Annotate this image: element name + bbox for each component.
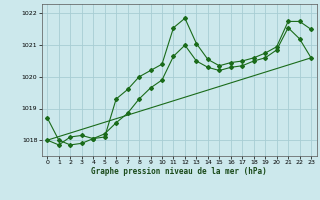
X-axis label: Graphe pression niveau de la mer (hPa): Graphe pression niveau de la mer (hPa) (91, 167, 267, 176)
